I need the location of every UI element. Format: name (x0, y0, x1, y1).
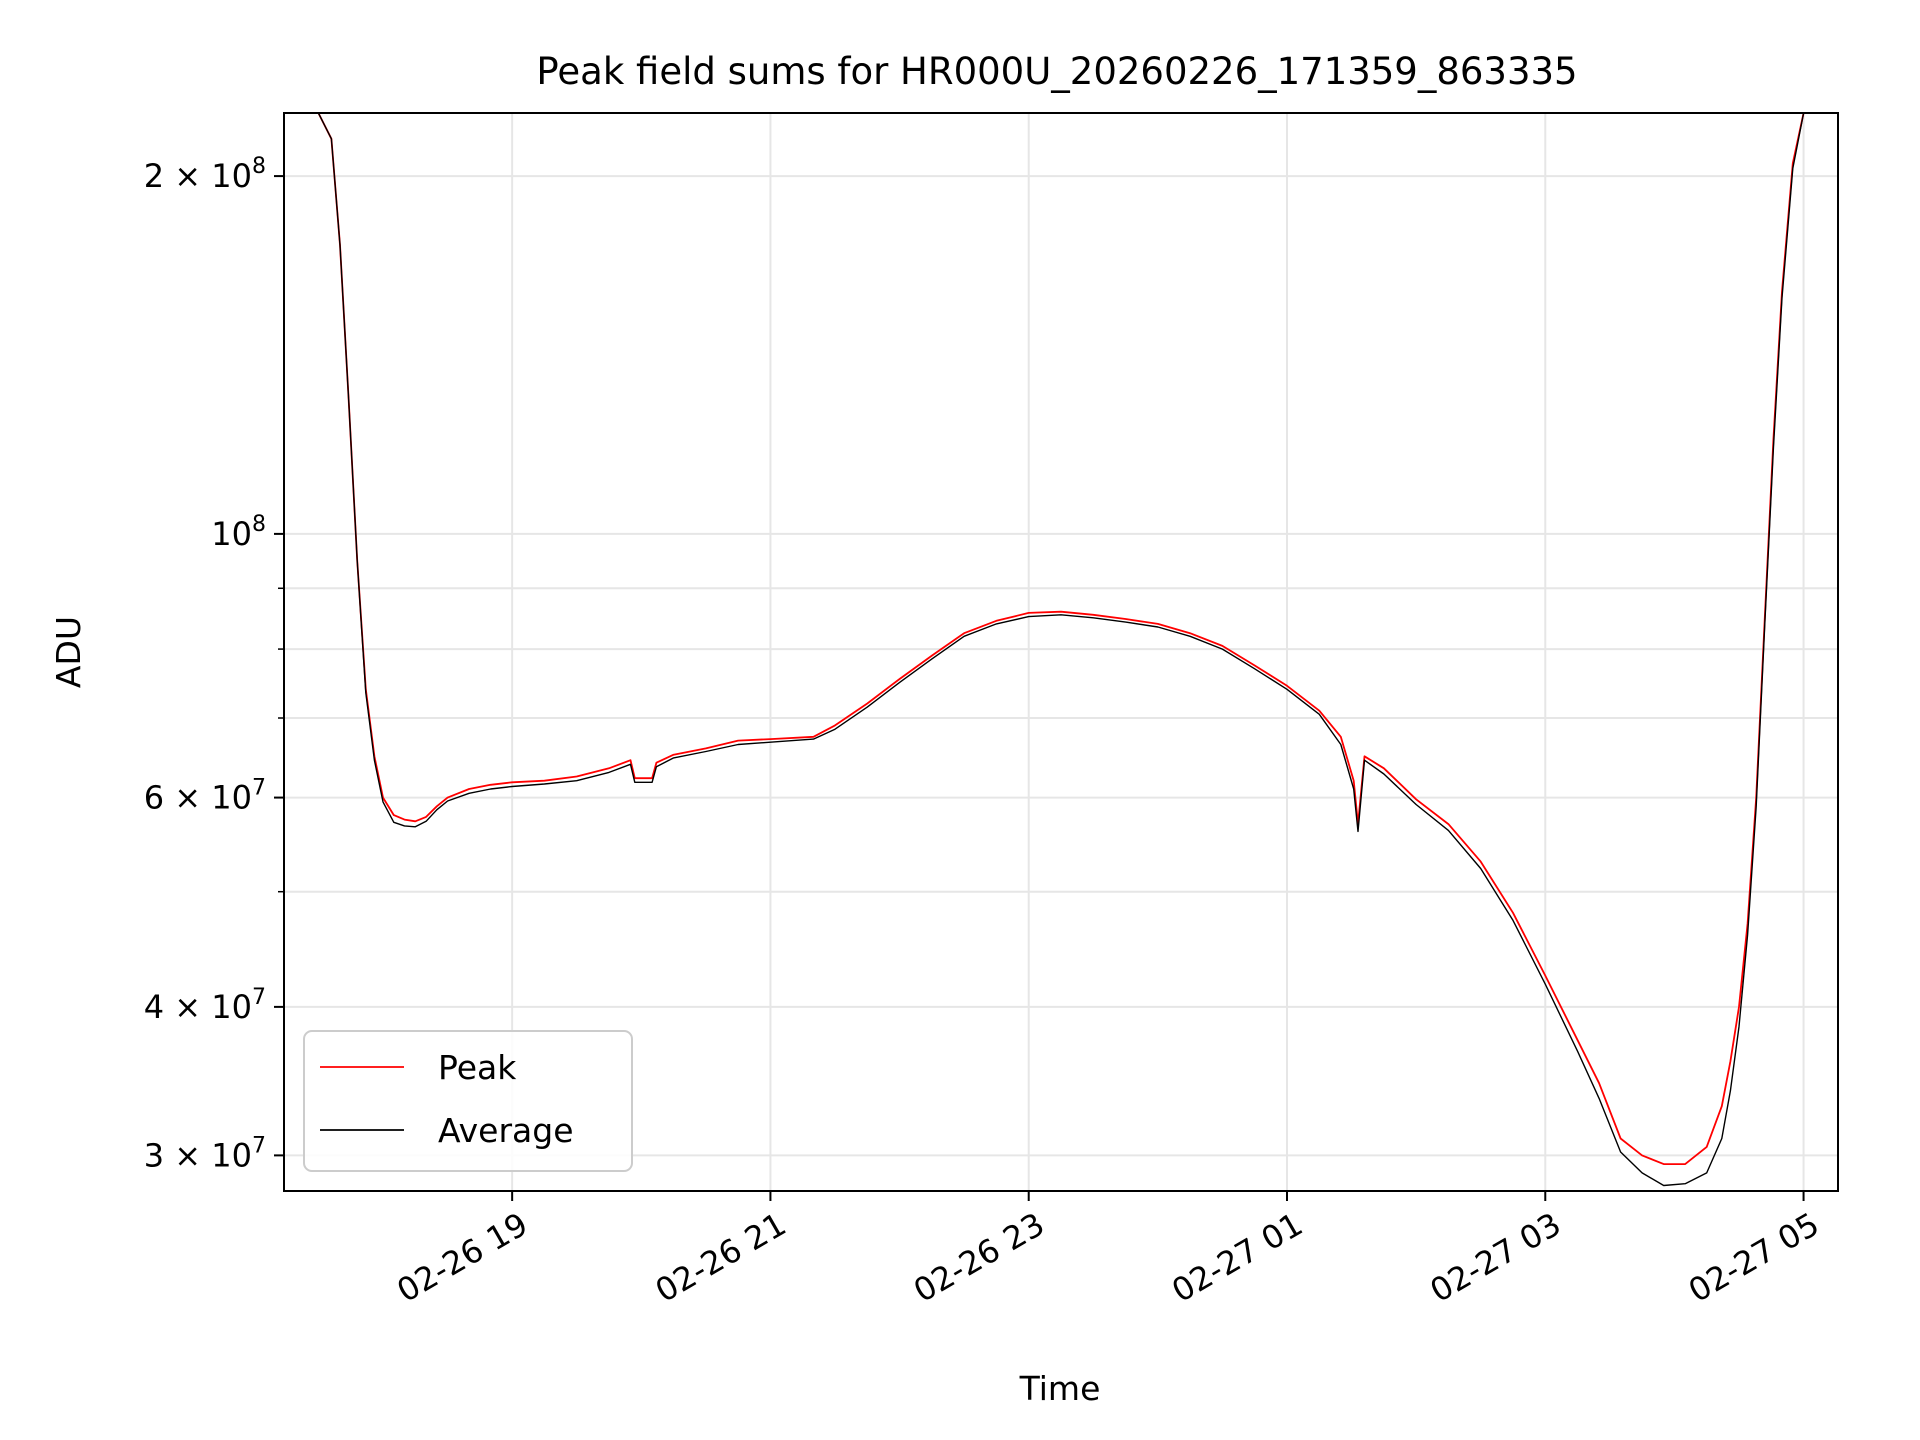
legend-label-average: Average (438, 1111, 574, 1150)
y-tick-label-base: 6 × 10 (144, 779, 252, 817)
y-tick-label-base: 10 (211, 515, 252, 553)
grid-lines (284, 113, 1838, 1191)
y-tick-label: 6 × 107 (144, 776, 266, 817)
legend-label-peak: Peak (438, 1048, 517, 1087)
legend-box (303, 1030, 633, 1172)
x-axis-label: Time (1019, 1369, 1101, 1408)
y-tick-label-exponent: 7 (252, 776, 266, 801)
y-axis-label: ADU (49, 616, 88, 688)
y-tick-label-base: 3 × 10 (144, 1136, 252, 1174)
y-tick-label: 108 (211, 512, 266, 553)
y-tick-label: 2 × 108 (144, 154, 266, 195)
series-layer (284, 112, 1813, 1187)
y-tick-label-exponent: 7 (252, 1133, 266, 1158)
chart-title: Peak field sums for HR000U_20260226_1713… (536, 50, 1577, 93)
y-tick-label-exponent: 8 (252, 154, 266, 179)
y-tick-label-exponent: 7 (252, 985, 266, 1010)
y-tick-label-base: 4 × 10 (144, 988, 252, 1026)
series-line-average (284, 112, 1813, 1187)
series-line-peak (284, 112, 1813, 1165)
y-tick-label-base: 2 × 10 (144, 157, 252, 195)
y-tick-label: 3 × 107 (144, 1133, 266, 1174)
y-tick-label: 4 × 107 (144, 985, 266, 1026)
y-tick-label-exponent: 8 (252, 512, 266, 537)
plot-area-frame (283, 112, 1839, 1192)
legend: Peak Average (303, 1030, 633, 1172)
